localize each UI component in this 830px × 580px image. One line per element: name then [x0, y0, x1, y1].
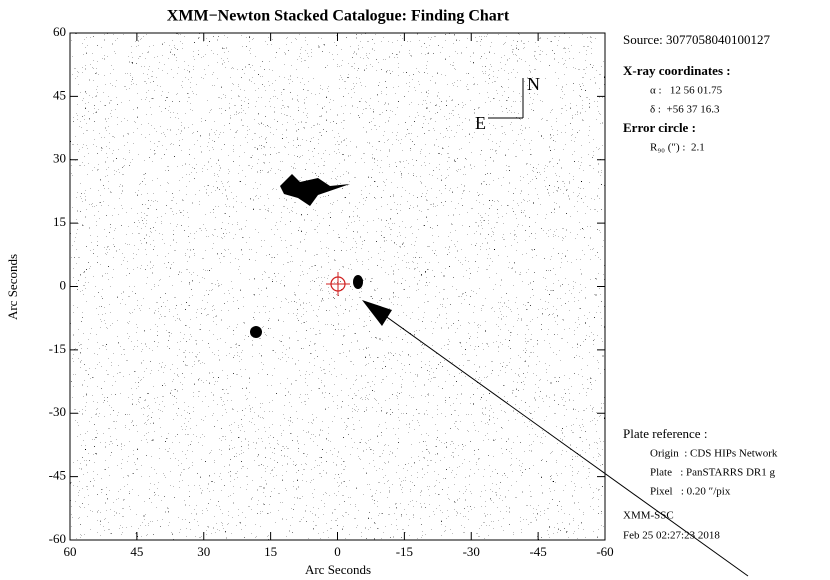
compass-north: N: [527, 74, 540, 94]
chart: XMM−Newton Stacked Catalogue: Finding Ch…: [0, 0, 830, 580]
y-tick-label: 45: [53, 87, 66, 102]
info-panel: Source: 3077058040100127 X-ray coordinat…: [623, 32, 778, 542]
plate-survey: Plate : PanSTARRS DR1 g: [650, 467, 776, 479]
y-tick-label: 30: [53, 151, 66, 166]
chart-title: XMM−Newton Stacked Catalogue: Finding Ch…: [167, 8, 510, 25]
page: {"chart_data": {"type": "image", "title"…: [0, 0, 830, 580]
y-tick-label: 15: [53, 214, 66, 229]
dec: δ : +56 37 16.3: [650, 104, 720, 116]
sky-image: [70, 33, 605, 540]
x-tick-label: 15: [264, 544, 277, 559]
x-tick-label: -60: [596, 544, 613, 559]
x-tick-label: 0: [334, 544, 341, 559]
credit: XMM-SSC: [623, 510, 674, 522]
x-axis-label: Arc Seconds: [305, 562, 371, 577]
source-blob: [250, 326, 262, 338]
y-axis-label: Arc Seconds: [5, 254, 20, 320]
y-tick-label: -60: [49, 531, 66, 546]
plate-pixel: Pixel : 0.20 ″/pix: [650, 486, 731, 498]
x-tick-label: 45: [130, 544, 143, 559]
section-heading: Error circle :: [623, 120, 696, 135]
source-id: Source: 3077058040100127: [623, 32, 770, 47]
y-tick-label: -45: [49, 468, 66, 483]
x-tick-label: -30: [463, 544, 480, 559]
timestamp: Feb 25 02:27:23 2018: [623, 530, 720, 542]
y-tick-label: -30: [49, 404, 66, 419]
plate-origin: Origin : CDS HIPs Network: [650, 448, 778, 460]
y-tick-label: 60: [53, 24, 66, 39]
section-heading: Plate reference :: [623, 426, 707, 441]
source-blob: [353, 275, 363, 289]
x-tick-label: 60: [64, 544, 77, 559]
section-heading: X-ray coordinates :: [623, 63, 731, 78]
x-tick-label: -15: [396, 544, 413, 559]
y-tick-label: -15: [49, 341, 66, 356]
ra: α : 12 56 01.75: [650, 85, 723, 97]
x-tick-label: 30: [197, 544, 210, 559]
r90: R₉₀ (″) : 2.1: [650, 142, 705, 154]
y-tick-label: 0: [60, 277, 67, 292]
x-tick-label: -45: [529, 544, 546, 559]
compass-east: E: [475, 113, 486, 133]
